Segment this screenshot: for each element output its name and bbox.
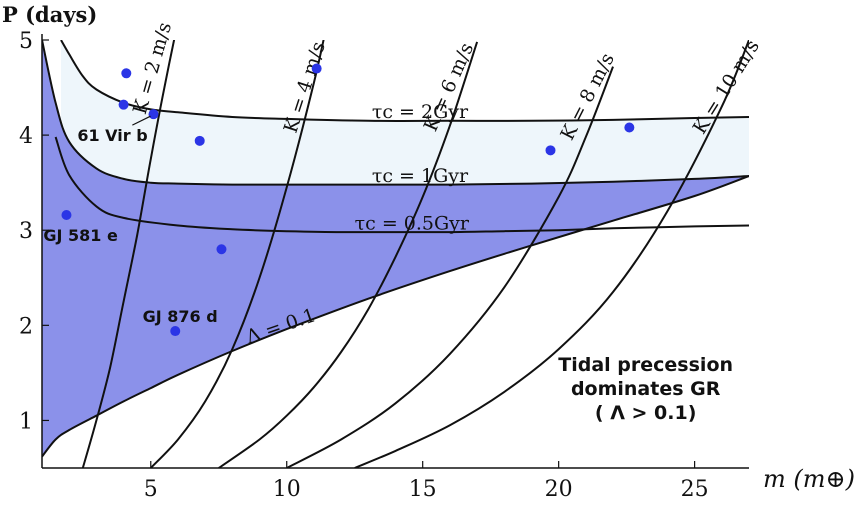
leader-line [132,115,151,126]
x-tick-label: 10 [273,477,301,502]
series-c-2gyr [60,40,749,122]
annotation-line: dominates GR [571,378,721,400]
x-axis-label: m (m⊕) [763,465,855,493]
y-tick-label: 5 [19,29,33,54]
planet-point [216,244,227,255]
planet-point [118,99,129,110]
curve-label-c-2gyr: τc = 2Gyr [372,101,469,123]
curve-label-c-1gyr: τc = 1Gyr [372,165,469,187]
planet-label-gj-581-e: GJ 581 e [43,226,118,245]
planet-label-gj-876-d: GJ 876 d [143,307,218,326]
planet-points [61,63,635,337]
series-c-1gyr [42,40,749,186]
planet-label-61-vir-b: 61 Vir b [77,126,147,145]
y-axis-label: P (days) [2,2,97,27]
planet-point [194,135,205,146]
y-tick-label: 1 [19,409,33,434]
series-0-1 [42,175,749,458]
region-0-1-tidal-precession-dominates-gr [42,40,749,457]
series-k-6-m-s [218,41,479,468]
y-tick-label: 4 [19,124,33,149]
x-tick-label: 5 [144,477,158,502]
x-tick-label: 20 [545,477,573,502]
axes: 1 2 3 4 5 5 10 15 20 25 P (days) m (m⊕) [2,2,855,502]
curve-lines [42,40,749,468]
annotation-line: Tidal precession [558,354,733,376]
planet-point [624,122,635,133]
planet-labels: 61 Vir b GJ 581 e GJ 876 d [43,115,218,326]
shaded-regions [42,40,749,457]
x-tick-label: 15 [409,477,437,502]
curve-label-c-0-5gyr: τc = 0.5Gyr [355,213,470,235]
series-k-10-m-s [354,40,749,468]
series-k-2-m-s [81,40,176,468]
planet-point [121,68,132,79]
series-c-0-5gyr [54,136,749,234]
series-k-8-m-s [286,66,614,468]
planet-point [545,145,556,156]
planet-point-gj-876-d [170,326,181,337]
y-tick-label: 2 [19,314,33,339]
y-tick-label: 3 [19,219,33,244]
planet-point-61-vir-b [148,109,159,120]
planet-point-gj-581-e [61,210,72,221]
annotation-line: ( Λ > 0.1) [595,402,697,424]
series-k-4-m-s [150,40,325,468]
planet-point [311,63,322,74]
x-tick-label: 25 [681,477,709,502]
region-light-band [61,40,749,185]
